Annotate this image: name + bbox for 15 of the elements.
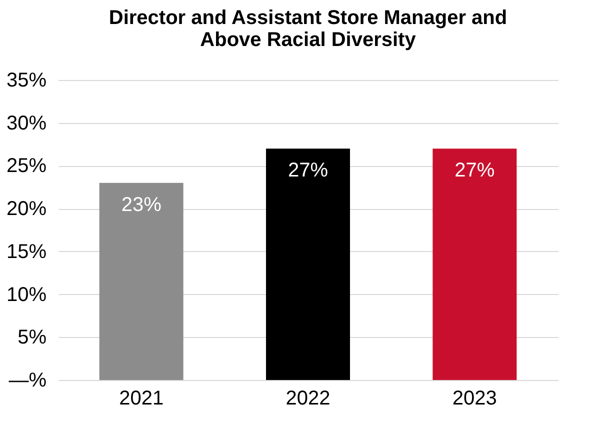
x-tick-label: 2022 bbox=[286, 388, 330, 410]
y-tick-label: 35% bbox=[6, 70, 47, 92]
y-tick-label: 30% bbox=[6, 112, 47, 134]
y-tick-label: 5% bbox=[18, 326, 47, 349]
y-tick-label: 15% bbox=[6, 240, 47, 263]
y-tick-label: 10% bbox=[6, 284, 47, 306]
data-label: 27% bbox=[454, 160, 495, 182]
data-label: 27% bbox=[288, 160, 328, 182]
y-tick-label: —% bbox=[8, 370, 47, 392]
x-tick-label: 2023 bbox=[452, 388, 497, 410]
y-tick-label: 25% bbox=[6, 155, 47, 178]
y-tick-label: 20% bbox=[6, 198, 47, 220]
data-label: 23% bbox=[121, 194, 162, 216]
chart-title: Director and Assistant Store Manager and Above Racial Diversity bbox=[108, 7, 508, 51]
x-tick-label: 2021 bbox=[119, 388, 164, 410]
